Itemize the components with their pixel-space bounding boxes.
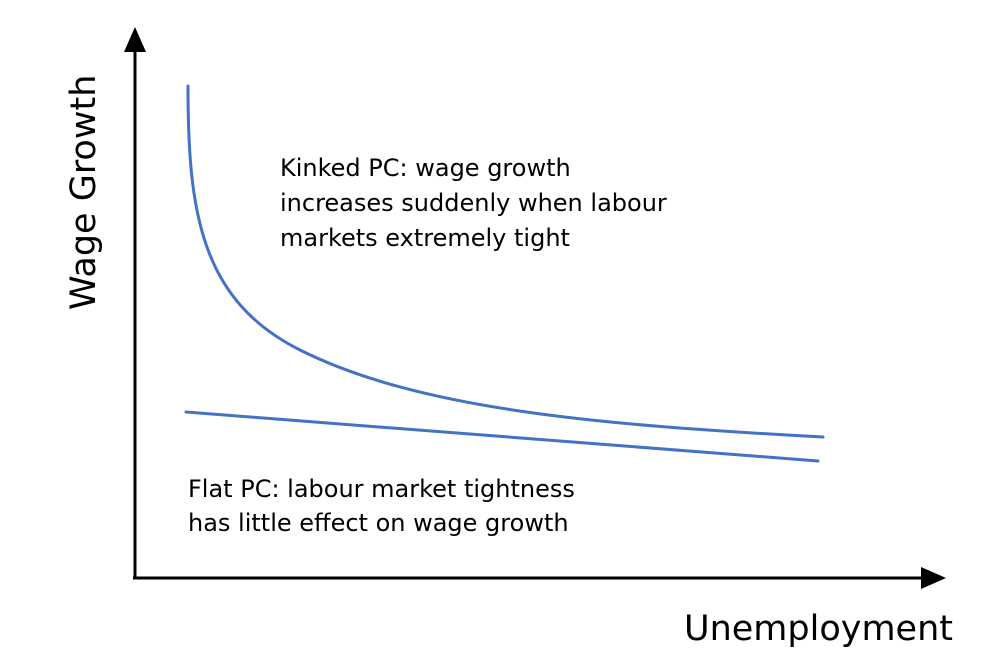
x-axis-label: Unemployment: [684, 609, 953, 649]
kinked-pc-curve: [186, 84, 825, 439]
flat-pc-annotation-line: Flat PC: labour market tightness: [188, 475, 575, 503]
y-axis-arrowhead: [124, 27, 146, 52]
kinked-pc-annotation-line: increases suddenly when labour: [280, 189, 667, 217]
kinked-pc-annotation: Kinked PC: wage growth increases suddenl…: [280, 154, 674, 252]
kinked-pc-annotation-line: Kinked PC: wage growth: [280, 154, 571, 182]
y-axis-label: Wage Growth: [64, 75, 104, 310]
kinked-pc-annotation-line: markets extremely tight: [280, 224, 570, 252]
flat-pc-annotation-line: has little effect on wage growth: [188, 509, 569, 537]
flat-pc-curve: [184, 410, 820, 463]
x-axis-arrowhead: [921, 567, 946, 589]
flat-pc-annotation: Flat PC: labour market tightness has lit…: [188, 475, 583, 537]
